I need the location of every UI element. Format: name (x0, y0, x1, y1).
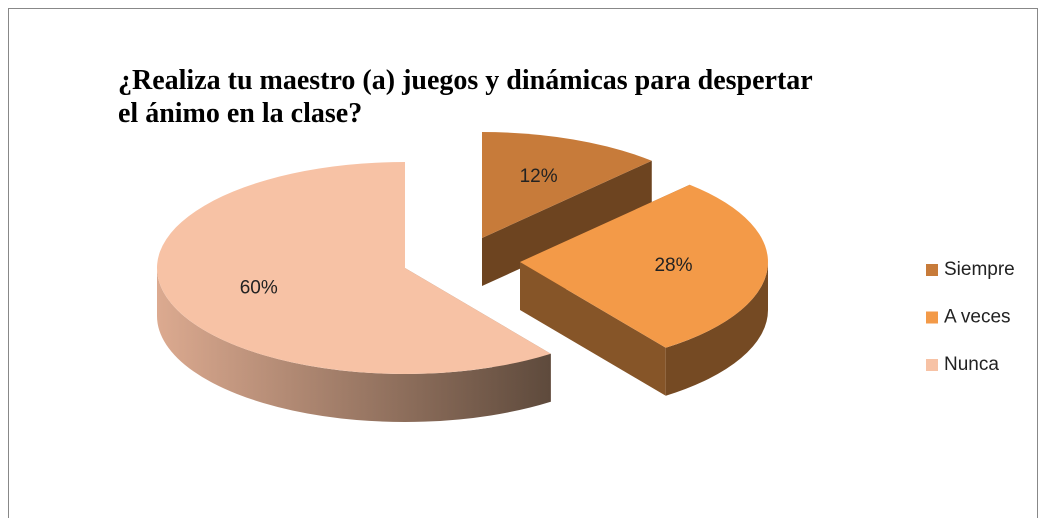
data-label: 28% (654, 255, 692, 276)
pie-slice (482, 132, 652, 238)
legend-swatch (926, 264, 938, 276)
slice-radial-side (520, 262, 666, 396)
pie-slice (520, 184, 768, 348)
chart-title: ¿Realiza tu maestro (a) juegos y dinámic… (118, 65, 813, 129)
data-label: 12% (520, 166, 558, 187)
slice-radial-side (482, 160, 652, 286)
legend-label: A veces (944, 307, 1011, 328)
legend-label: Nunca (944, 354, 999, 375)
legend-swatch (926, 311, 938, 324)
pie-slice (156, 162, 551, 374)
legend-label: Siempre (944, 259, 1015, 280)
data-label: 60% (240, 277, 278, 298)
slice-outer-side (157, 268, 551, 422)
chart-frame (8, 8, 1038, 518)
legend-swatch (926, 359, 938, 371)
slice-outer-side (665, 262, 768, 396)
